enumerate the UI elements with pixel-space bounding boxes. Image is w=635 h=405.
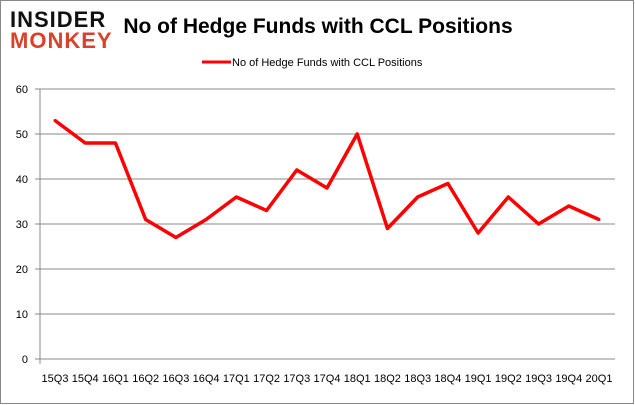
data-point xyxy=(567,204,571,208)
data-point xyxy=(537,222,541,226)
y-tick-label: 50 xyxy=(16,129,28,141)
y-tick-label: 10 xyxy=(16,309,28,321)
data-point xyxy=(416,195,420,199)
logo-line2: MONKEY xyxy=(10,28,113,53)
x-tick-label: 16Q3 xyxy=(162,373,189,385)
x-tick-label: 15Q4 xyxy=(72,373,99,385)
data-point xyxy=(295,168,299,172)
x-tick-label: 18Q4 xyxy=(434,373,461,385)
data-point xyxy=(113,141,117,145)
x-tick-label: 17Q3 xyxy=(283,373,310,385)
data-point xyxy=(234,195,238,199)
x-tick-label: 16Q2 xyxy=(132,373,159,385)
x-tick-label: 19Q2 xyxy=(495,373,522,385)
x-tick-label: 18Q1 xyxy=(344,373,371,385)
x-tick-label: 15Q3 xyxy=(42,373,69,385)
y-tick-label: 0 xyxy=(22,354,28,366)
data-point xyxy=(355,132,359,136)
data-point xyxy=(144,218,148,221)
x-tick-label: 17Q2 xyxy=(253,373,280,385)
x-tick-label: 20Q1 xyxy=(586,373,613,385)
data-point xyxy=(204,218,208,221)
data-point xyxy=(506,195,510,199)
data-point xyxy=(83,141,87,145)
y-tick-label: 20 xyxy=(16,264,28,276)
x-tick-label: 16Q4 xyxy=(193,373,220,385)
x-tick-label: 16Q1 xyxy=(102,373,129,385)
logo-line1: INSIDER xyxy=(10,7,106,32)
y-tick-label: 60 xyxy=(16,84,28,96)
chart-title: No of Hedge Funds with CCL Positions xyxy=(123,15,512,38)
y-tick-label: 30 xyxy=(16,219,28,231)
x-tick-label: 18Q2 xyxy=(374,373,401,385)
x-tick-label: 19Q4 xyxy=(555,373,582,385)
data-point xyxy=(174,236,178,239)
data-point xyxy=(325,186,329,190)
x-tick-label: 17Q1 xyxy=(223,373,250,385)
y-tick-label: 40 xyxy=(16,174,28,186)
data-point xyxy=(53,119,57,122)
logo: INSIDER MONKEY xyxy=(10,7,113,53)
data-point xyxy=(385,227,389,230)
x-tick-label: 19Q1 xyxy=(465,373,492,385)
data-point xyxy=(446,182,450,185)
x-tick-label: 19Q3 xyxy=(525,373,552,385)
x-tick-label: 17Q4 xyxy=(314,373,341,385)
x-tick-label: 18Q3 xyxy=(404,373,431,385)
data-point xyxy=(265,209,269,212)
data-point xyxy=(597,218,601,221)
legend-label: No of Hedge Funds with CCL Positions xyxy=(232,57,423,69)
data-point xyxy=(476,231,480,235)
